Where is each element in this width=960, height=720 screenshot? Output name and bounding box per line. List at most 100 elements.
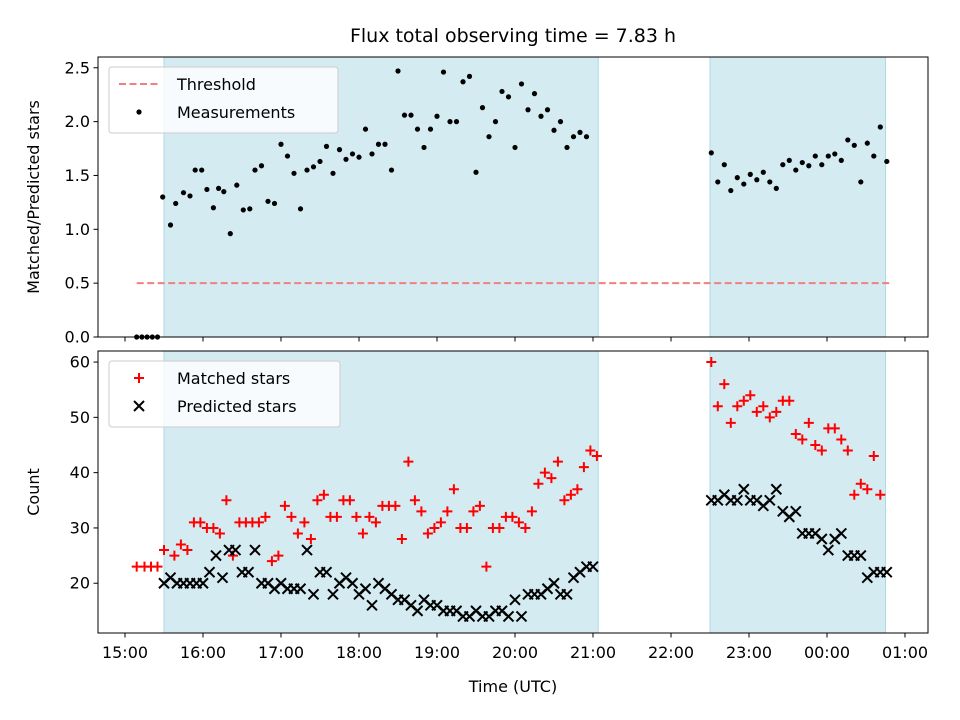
- data-point: [357, 528, 368, 539]
- data-point: [486, 134, 492, 140]
- data-point: [583, 134, 590, 140]
- data-point: [265, 198, 271, 204]
- x-tick-label: 22:00: [648, 643, 694, 662]
- data-point: [401, 112, 408, 118]
- data-point: [258, 163, 265, 169]
- data-point: [279, 500, 290, 511]
- data-point: [591, 451, 602, 462]
- data-point: [395, 68, 401, 74]
- data-point: [221, 189, 227, 195]
- data-point: [531, 91, 538, 97]
- data-point: [875, 489, 886, 500]
- data-point: [715, 179, 721, 185]
- data-point: [871, 153, 877, 159]
- data-point: [435, 517, 446, 528]
- data-point: [881, 566, 893, 578]
- data-point: [336, 147, 343, 153]
- data-point: [434, 113, 440, 119]
- data-point: [199, 167, 205, 173]
- data-point: [544, 107, 551, 113]
- data-point: [819, 162, 825, 168]
- data-point: [278, 141, 284, 147]
- chart-title: Flux total observing time = 7.83 h: [350, 25, 676, 47]
- data-point: [197, 577, 209, 589]
- data-point: [570, 134, 577, 140]
- legend-box: [108, 66, 339, 134]
- data-point: [411, 605, 424, 617]
- data-point: [349, 151, 356, 157]
- data-point: [216, 185, 222, 191]
- data-point: [577, 129, 583, 135]
- data-point: [307, 588, 320, 601]
- data-point: [362, 126, 369, 132]
- data-point: [764, 494, 776, 507]
- plot-frame: [97, 56, 929, 338]
- data-point: [533, 478, 544, 489]
- x-tick-label: 17:00: [258, 643, 304, 662]
- data-point: [173, 200, 179, 207]
- data-point: [305, 534, 316, 544]
- data-point: [806, 163, 812, 169]
- data-point: [520, 522, 531, 533]
- data-point: [221, 495, 232, 506]
- data-point: [192, 167, 198, 173]
- y-axis-label: Matched/Predicted stars: [24, 100, 43, 294]
- data-point: [429, 522, 440, 533]
- data-point: [203, 566, 216, 578]
- data-point: [312, 495, 323, 506]
- data-point: [234, 182, 240, 188]
- data-point: [453, 119, 460, 125]
- data-point: [214, 528, 225, 539]
- data-point: [479, 105, 486, 111]
- data-point: [447, 119, 453, 125]
- data-point: [565, 489, 576, 500]
- data-point: [825, 153, 831, 159]
- data-point: [731, 494, 744, 507]
- data-point: [356, 154, 362, 160]
- data-point: [734, 175, 740, 181]
- data-point: [416, 506, 427, 517]
- series-matched-stars: [131, 357, 886, 572]
- data-point: [331, 511, 342, 522]
- data-point: [442, 506, 453, 517]
- data-point: [271, 200, 278, 207]
- data-point: [751, 406, 762, 417]
- series-predicted-stars: [158, 483, 893, 623]
- data-point: [512, 144, 518, 151]
- data-point: [790, 505, 802, 518]
- data-point: [310, 164, 317, 170]
- data-point: [760, 169, 766, 175]
- plot-frame: [97, 350, 929, 634]
- data-point: [499, 88, 505, 95]
- data-point: [862, 484, 873, 495]
- data-point: [344, 495, 355, 506]
- y-tick-label: 0.5: [65, 274, 90, 293]
- data-point: [473, 169, 479, 175]
- data-point: [552, 456, 563, 467]
- y-tick-label: 50: [70, 408, 90, 427]
- data-point: [835, 527, 848, 540]
- data-point: [369, 151, 375, 157]
- data-point: [851, 142, 857, 148]
- data-point: [370, 517, 381, 528]
- legend-entry: Measurements: [177, 103, 295, 122]
- data-point: [291, 170, 297, 176]
- data-point: [286, 511, 297, 522]
- data-point: [460, 79, 466, 85]
- data-point: [247, 206, 253, 212]
- x-tick-label: 00:00: [804, 643, 850, 662]
- legend: Threshold Measurements: [108, 66, 339, 134]
- data-point: [414, 126, 421, 132]
- data-point: [758, 401, 769, 412]
- data-point: [227, 231, 233, 237]
- data-point: [292, 528, 303, 539]
- x-axis-label: Time (UTC): [468, 677, 557, 696]
- data-point: [427, 126, 434, 132]
- data-point: [260, 511, 271, 522]
- data-point: [816, 445, 827, 456]
- data-point: [502, 610, 515, 623]
- data-point: [421, 144, 427, 151]
- data-point: [346, 577, 359, 589]
- data-point: [551, 127, 557, 133]
- data-point: [764, 412, 775, 423]
